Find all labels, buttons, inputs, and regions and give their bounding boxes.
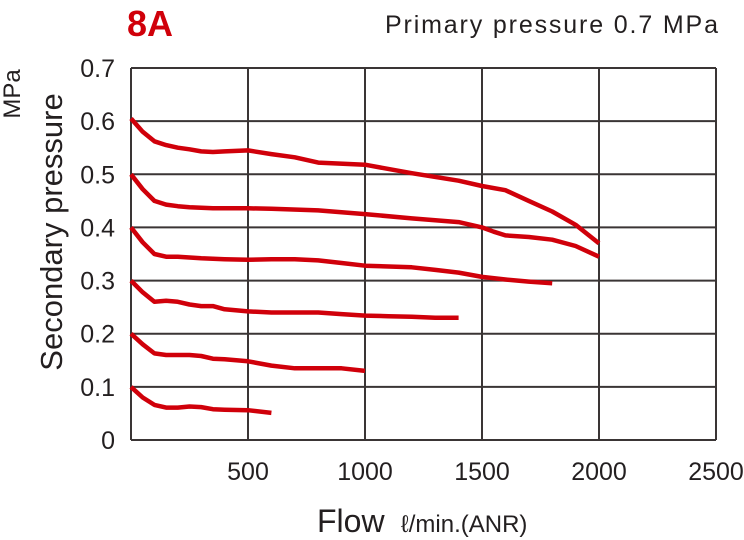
chart-subtitle: Primary pressure 0.7 MPa: [385, 11, 718, 39]
y-tick-label: 0.4: [80, 214, 115, 242]
y-axis-label: Secondary pressure: [34, 93, 69, 370]
y-tick-label: 0.6: [80, 108, 115, 136]
series-line-2: [129, 172, 600, 259]
x-tick-labels: 500 1000 1500 2000 2500: [227, 458, 744, 486]
series-line-6: [129, 385, 272, 416]
y-tick-label: 0: [101, 427, 115, 455]
x-axis-unit: ℓ/min.(ANR): [401, 511, 527, 538]
series-line-3: [129, 226, 553, 286]
y-tick-label: 0.1: [80, 374, 115, 402]
y-tick-label: 0.3: [80, 268, 115, 296]
series-line-4: [129, 279, 459, 321]
x-tick-label: 2500: [688, 458, 744, 486]
series-line-5: [129, 332, 366, 374]
series-line-1: [129, 117, 601, 246]
series-lines: [129, 117, 601, 416]
y-axis-unit: MPa: [0, 69, 26, 119]
y-tick-label: 0.7: [80, 55, 115, 83]
x-axis-label: Flow: [317, 503, 385, 539]
x-tick-label: 1000: [337, 458, 393, 486]
y-tick-label: 0.2: [80, 321, 115, 349]
x-tick-label: 2000: [571, 458, 627, 486]
chart-title: 8A: [127, 3, 173, 44]
x-tick-label: 500: [227, 458, 269, 486]
y-tick-labels: 0 0.1 0.2 0.3 0.4 0.5 0.6 0.7: [80, 55, 115, 455]
y-tick-label: 0.5: [80, 161, 115, 189]
x-tick-label: 1500: [454, 458, 510, 486]
grid: [130, 67, 717, 441]
